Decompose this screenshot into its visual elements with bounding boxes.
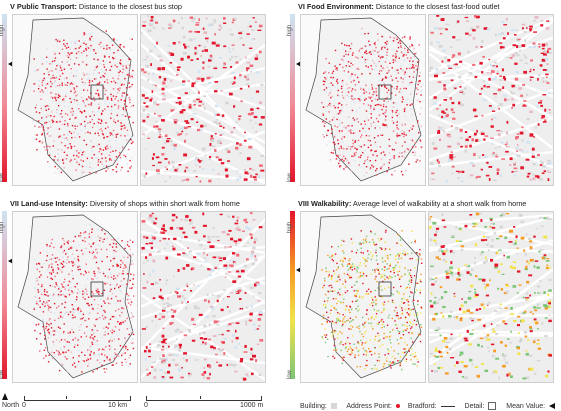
mean-value-icon xyxy=(549,403,556,409)
scale2-end: 1000 m xyxy=(240,402,264,409)
overview-map xyxy=(300,14,426,186)
scale1-start: 0 xyxy=(22,402,26,409)
colorbar-high-label: high xyxy=(287,221,293,233)
panel-title-rest: Average level of walkability at a short … xyxy=(351,199,527,208)
panel-title-bold: VII Land-use Intensity: xyxy=(10,199,88,208)
mean-value-icon xyxy=(296,265,303,274)
north-arrow-icon xyxy=(2,393,8,400)
legend: Building: Address Point: Bradford: Detai… xyxy=(300,402,556,410)
colorbar-high-label: high xyxy=(0,24,5,36)
bradford-boundary xyxy=(17,17,134,182)
colorbar xyxy=(290,14,295,182)
colorbar-low-label: low xyxy=(0,369,5,379)
legend-mean-label: Mean Value: xyxy=(506,402,546,410)
scale-bar-km xyxy=(24,396,131,401)
detail-box xyxy=(378,84,392,100)
panel-title-bold: VIII Walkability: xyxy=(298,199,352,208)
colorbar-low-label: low xyxy=(0,172,5,182)
scale2-start: 0 xyxy=(144,402,148,409)
overview-map xyxy=(300,211,426,383)
colorbar-low-label: low xyxy=(287,369,293,379)
scale1-end: 10 km xyxy=(108,402,128,409)
scale-bar-m xyxy=(146,396,262,401)
address-point-icon xyxy=(395,404,400,408)
detail-map xyxy=(140,211,266,383)
panel-title-rest: Distance to the closest bus stop xyxy=(76,2,182,11)
panel-title-bold: VI Food Environment: xyxy=(298,2,374,11)
legend-building-label: Building: xyxy=(300,402,327,410)
mean-value-icon xyxy=(8,60,15,69)
panel-title-rest: Distance to the closest fast-food outlet xyxy=(373,2,500,11)
overview-map xyxy=(12,211,138,383)
detail-box xyxy=(90,84,104,100)
bradford-boundary xyxy=(305,17,422,182)
colorbar-low-label: low xyxy=(287,172,293,182)
panel-title: VIII Walkability: Average level of walka… xyxy=(298,199,526,208)
legend-detail-label: Detail: xyxy=(464,402,485,410)
colorbar xyxy=(2,211,7,379)
panel-title: V Public Transport: Distance to the clos… xyxy=(10,2,182,11)
overview-map xyxy=(12,14,138,186)
panel-title-bold: V Public Transport: xyxy=(10,2,77,11)
colorbar xyxy=(2,14,7,182)
building-swatch-icon xyxy=(330,403,337,409)
legend-bradford-label: Bradford: xyxy=(407,402,437,410)
colorbar-high-label: high xyxy=(0,221,5,233)
detail-map xyxy=(140,14,266,186)
detail-box xyxy=(378,281,392,297)
detail-map xyxy=(428,14,554,186)
mean-value-icon xyxy=(296,60,303,69)
detail-box xyxy=(90,281,104,297)
detail-map xyxy=(428,211,554,383)
mean-value-icon xyxy=(8,257,15,266)
bradford-boundary-icon xyxy=(440,405,455,407)
panel-title: VI Food Environment: Distance to the clo… xyxy=(298,2,500,11)
panel-title-rest: Diversity of shops within short walk fro… xyxy=(87,199,240,208)
panel-title: VII Land-use Intensity: Diversity of sho… xyxy=(10,199,240,208)
detail-box-icon xyxy=(488,402,497,410)
colorbar-high-label: high xyxy=(287,24,293,36)
north-label: North xyxy=(2,402,20,409)
colorbar xyxy=(290,211,295,379)
legend-address-label: Address Point: xyxy=(346,402,392,410)
